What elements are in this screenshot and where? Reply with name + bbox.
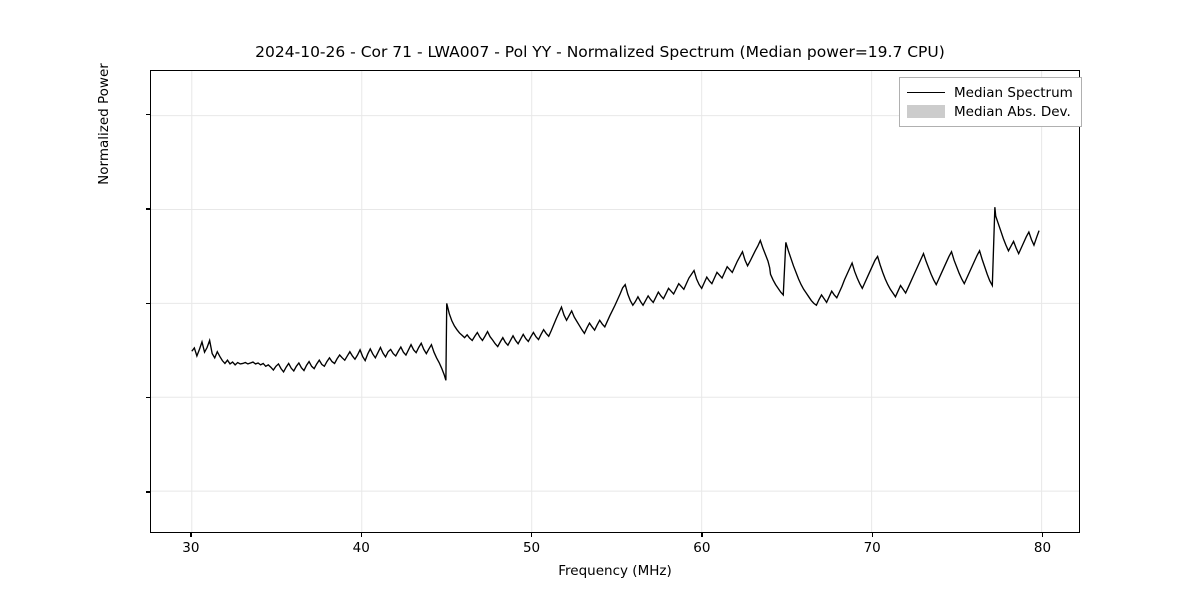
median-spectrum-line xyxy=(151,71,1079,532)
legend-label: Median Abs. Dev. xyxy=(954,103,1071,120)
x-tick-mark xyxy=(190,533,192,537)
x-tick-mark xyxy=(530,533,533,537)
page-title: 2024-10-26 - Cor 71 - LWA007 - Pol YY - … xyxy=(255,43,945,61)
legend-label: Median Spectrum xyxy=(954,84,1073,101)
x-tick-mark xyxy=(1041,533,1044,537)
legend-item-median-spectrum: Median Spectrum xyxy=(907,83,1073,102)
x-tick-label: 70 xyxy=(863,540,881,556)
x-tick-label: 30 xyxy=(182,540,200,556)
legend-item-median-abs-dev: Median Abs. Dev. xyxy=(907,102,1073,121)
legend: Median Spectrum Median Abs. Dev. xyxy=(899,77,1082,127)
patch-swatch-icon xyxy=(907,105,945,118)
grid-lines xyxy=(151,71,1079,532)
x-tick-mark xyxy=(701,533,703,537)
plot-area xyxy=(150,70,1080,533)
x-tick-label: 40 xyxy=(352,540,370,556)
x-axis-label: Frequency (MHz) xyxy=(558,563,672,579)
x-tick-label: 50 xyxy=(522,540,541,556)
y-axis-label: Normalized Power xyxy=(96,63,112,185)
x-tick-mark xyxy=(360,533,362,537)
line-swatch-icon xyxy=(907,92,945,93)
x-tick-label: 80 xyxy=(1033,540,1052,556)
x-tick-mark xyxy=(871,533,873,537)
x-tick-label: 60 xyxy=(693,540,711,556)
